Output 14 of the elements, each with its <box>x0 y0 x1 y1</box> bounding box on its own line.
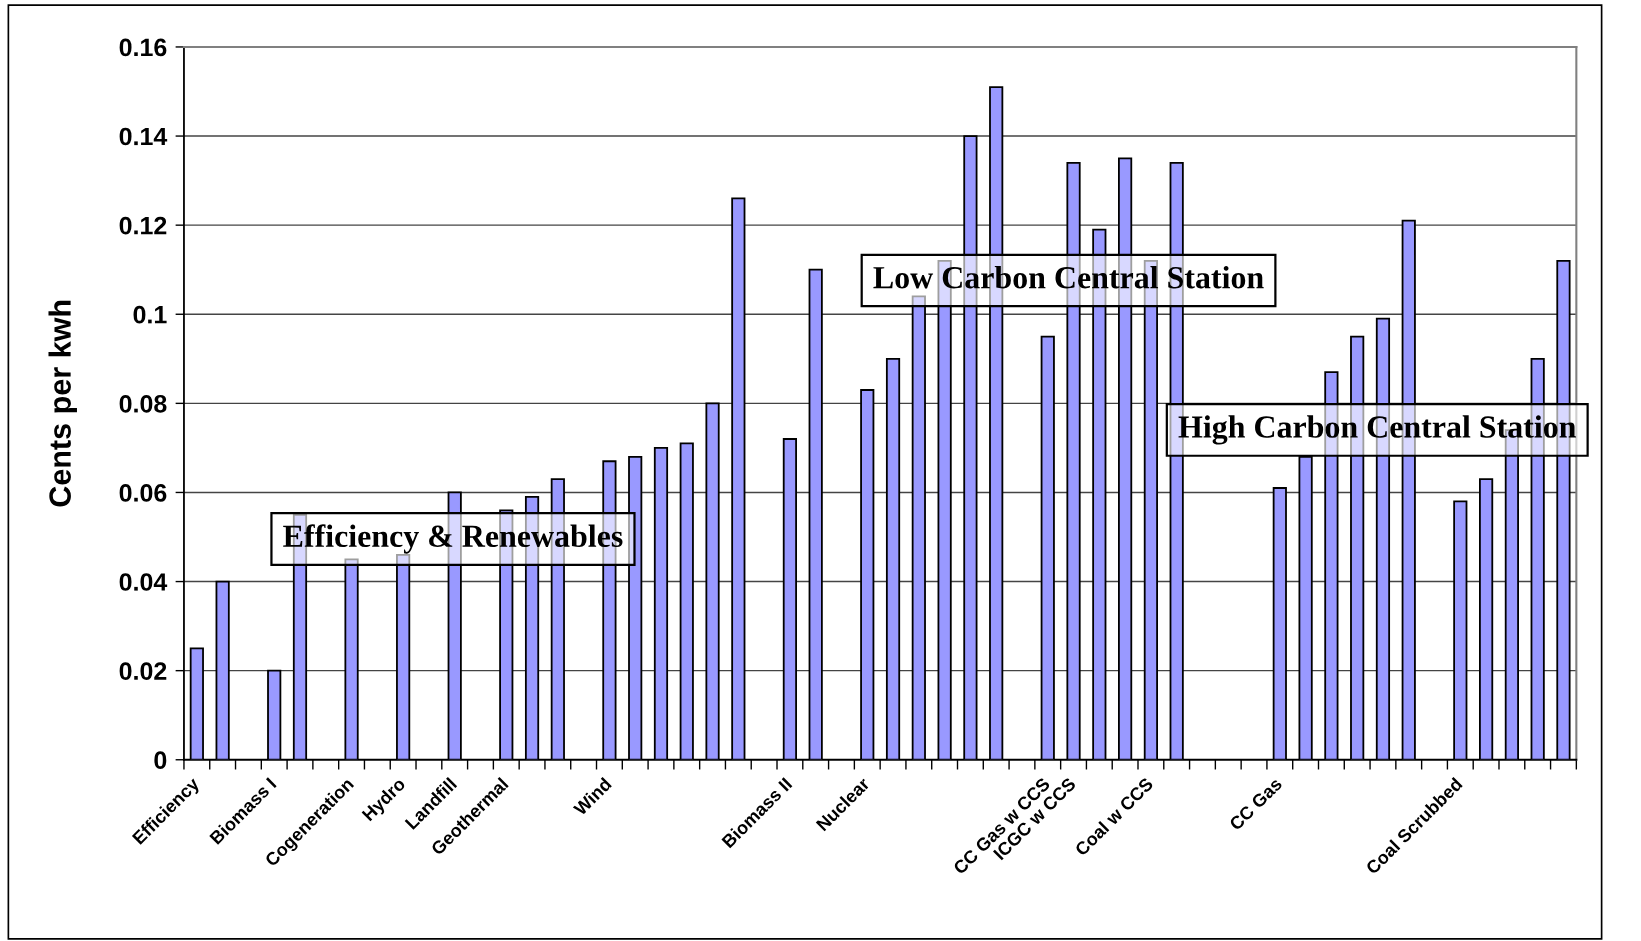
annotation: Low Carbon Central Station <box>873 265 1264 289</box>
y-tick-label: 0.06 <box>119 484 167 502</box>
y-tick-label: 0.1 <box>133 305 167 324</box>
y-axis-title: Cents per kwh <box>48 300 77 507</box>
y-tick-label: 0.12 <box>119 216 167 235</box>
y-tick-label: 0.08 <box>119 394 167 413</box>
y-tick-label: 0.14 <box>119 127 168 146</box>
y-tick-label: 0 <box>154 751 167 770</box>
y-tick-label: 0.02 <box>119 662 167 680</box>
x-tick-label: CC Gas <box>1228 776 1283 832</box>
annotation: High Carbon Central Station <box>1178 415 1576 445</box>
y-tick-label: 0.16 <box>119 38 167 57</box>
y-tick-label: 0.04 <box>119 573 168 591</box>
annotation: Efficiency & Renewables <box>283 524 623 554</box>
